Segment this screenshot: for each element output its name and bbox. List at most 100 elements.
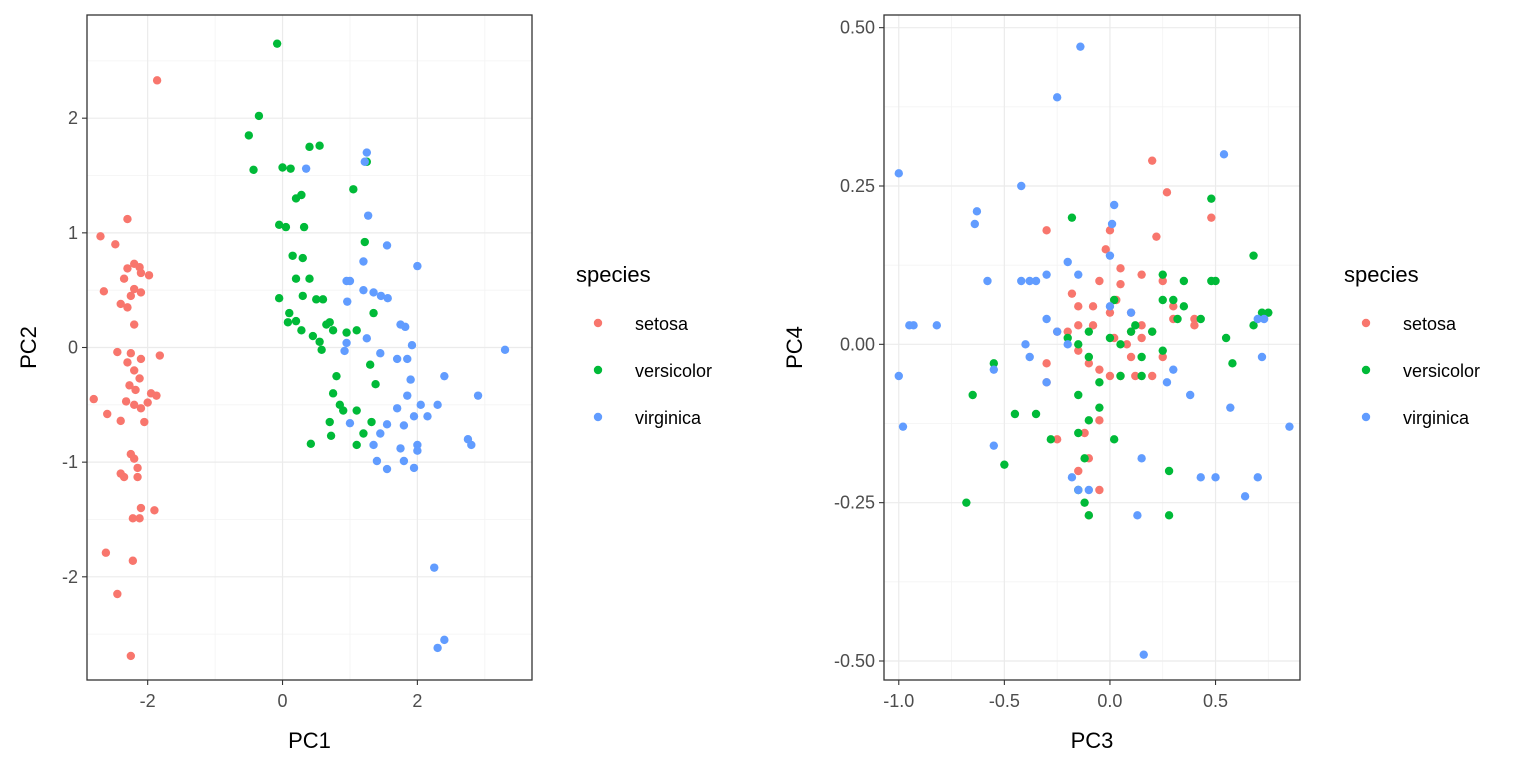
plot-pc3-pc4-legend-label-setosa: setosa: [1403, 314, 1457, 334]
plot-pc3-pc4-point-virginica: [1052, 93, 1062, 102]
plot-pc1-pc2-point-virginica: [413, 261, 422, 271]
plot-pc3-pc4-point-versicolor: [1067, 213, 1077, 222]
plot-pc1-pc2-legend-label-versicolor: versicolor: [635, 361, 712, 381]
plot-pc3-pc4-x-axis-title: PC3: [1071, 728, 1114, 753]
plot-pc3-pc4-point-setosa: [1162, 188, 1172, 197]
plot-pc1-pc2-point-virginica: [383, 293, 392, 303]
plot-pc1-pc2-point-virginica: [345, 418, 355, 428]
plot-pc3-pc4-point-setosa: [1190, 314, 1199, 324]
plot-pc1-pc2-point-versicolor: [328, 326, 338, 335]
plot-pc1-pc2-point-virginica: [340, 346, 349, 356]
plot-pc1-pc2-point-virginica: [362, 334, 372, 343]
plot-pc1-pc2-point-versicolor: [359, 429, 368, 438]
plot-pc1-pc2-point-virginica: [413, 446, 422, 455]
plot-pc1-pc2-legend: species setosa versicolor virginica: [576, 262, 712, 428]
plot-pc1-pc2-point-versicolor: [349, 185, 358, 194]
plot-pc3-pc4-point-setosa: [1067, 289, 1077, 298]
plot-pc1-pc2-point-versicolor: [342, 328, 351, 337]
plot-pc3-pc4-point-versicolor: [1074, 340, 1083, 349]
plot-pc1-pc2-point-virginica: [467, 440, 476, 450]
plot-pc1-pc2-point-virginica: [343, 297, 352, 306]
plot-pc1-pc2-point-setosa: [135, 374, 144, 383]
plot-pc1-pc2-point-versicolor: [298, 291, 307, 301]
plot-pc1-pc2-point-setosa: [129, 320, 139, 329]
plot-pc3-pc4-point-virginica: [894, 169, 903, 178]
plot-pc3-pc4-y-tick-label-m0p25: -0.25: [834, 493, 875, 513]
plot-pc1-pc2-point-versicolor: [305, 142, 314, 152]
plot-pc3-pc4-point-versicolor: [1179, 276, 1189, 286]
plot-pc1-pc2-point-setosa: [123, 264, 132, 273]
plot-pc1-pc2-point-setosa: [123, 358, 132, 367]
plot-pc3-pc4-y-tick-label-0: 0.00: [840, 334, 875, 354]
plot-pc3-pc4-point-virginica: [1107, 219, 1117, 229]
plot-pc1-pc2-point-versicolor: [281, 222, 291, 232]
plot-pc1-pc2-point-virginica: [359, 257, 368, 266]
plot-pc1-pc2-point-versicolor: [298, 253, 307, 263]
plot-pc3-pc4-point-virginica: [970, 219, 980, 229]
plot-pc3-pc4-point-virginica: [932, 321, 941, 330]
plot-pc1-pc2-point-virginica: [399, 456, 409, 466]
plot-pc1-pc2-point-setosa: [133, 472, 142, 482]
plot-pc1-pc2-point-setosa: [128, 556, 138, 565]
plot-pc3-pc4-point-setosa: [1158, 276, 1167, 286]
plot-pc3-pc4-point-setosa: [1080, 428, 1089, 438]
plot-pc1-pc2-point-setosa: [129, 284, 139, 294]
plot-pc3-pc4-point-setosa: [1152, 232, 1161, 241]
plot-pc1-pc2-point-setosa: [126, 349, 136, 358]
plot-pc3-pc4-point-versicolor: [1164, 466, 1174, 476]
plot-pc3-pc4-legend-label-virginica: virginica: [1403, 408, 1470, 428]
plot-pc3-pc4-point-setosa: [1095, 276, 1104, 286]
plot-pc1-pc2-point-setosa: [150, 506, 159, 515]
plot-pc1-pc2-point-virginica: [376, 349, 385, 358]
plot-pc3-pc4-x-tick-label-0: 0.0: [1097, 691, 1122, 711]
plot-pc1-pc2: -2 0 2 -2 -1 0 1 2 PC1 PC2 species setosa versi…: [16, 14, 712, 753]
plot-pc1-pc2-y-ticks: -2 -1 0 1 2: [62, 108, 87, 587]
plot-pc3-pc4-point-versicolor: [1080, 454, 1089, 463]
plot-pc3-pc4-point-versicolor: [1257, 308, 1267, 317]
plot-pc3-pc4-point-setosa: [1084, 359, 1094, 368]
plot-pc3-pc4-point-versicolor: [1264, 308, 1273, 317]
plot-pc1-pc2-point-virginica: [382, 420, 392, 429]
plot-pc3-pc4-point-virginica: [1211, 473, 1220, 482]
plot-pc1-pc2-legend-entries: setosa versicolor virginica: [593, 314, 712, 428]
plot-pc1-pc2-y-axis-title: PC2: [16, 326, 41, 369]
plot-pc3-pc4-point-virginica: [1253, 473, 1262, 482]
plot-pc1-pc2-point-setosa: [125, 381, 134, 390]
plot-pc3-pc4-x-ticks: -1.0 -0.5 0.0 0.5: [883, 680, 1228, 711]
plot-pc3-pc4-point-setosa: [1105, 308, 1115, 317]
plot-pc1-pc2-point-virginica: [433, 400, 442, 410]
plot-pc3-pc4-point-versicolor: [1196, 314, 1205, 324]
plot-pc1-pc2-point-setosa: [123, 214, 132, 224]
plot-pc1-pc2-x-tick-label-2: 2: [412, 691, 422, 711]
plot-pc1-pc2-point-versicolor: [291, 274, 301, 283]
plot-pc1-pc2-point-setosa: [111, 240, 120, 249]
plot-pc3-pc4-point-setosa: [1116, 264, 1125, 273]
plot-pc1-pc2-point-versicolor: [367, 417, 376, 427]
plot-pc3-pc4-point-virginica: [1259, 314, 1269, 324]
plot-pc3-pc4-point-versicolor: [1137, 371, 1146, 381]
plot-pc1-pc2-point-virginica: [403, 354, 412, 364]
plot-pc1-pc2-y-tick-label-m2: -2: [62, 567, 78, 587]
plot-pc1-pc2-point-setosa: [136, 503, 146, 513]
plot-pc1-pc2-point-setosa: [135, 514, 144, 523]
plot-pc3-pc4-point-virginica: [1133, 511, 1142, 520]
plot-pc1-pc2-point-virginica: [409, 412, 419, 421]
plot-pc1-pc2-point-versicolor: [352, 406, 361, 415]
plot-pc3-pc4-point-setosa: [1074, 466, 1083, 476]
plot-pc1-pc2-point-setosa: [101, 548, 111, 557]
plot-pc1-pc2-point-versicolor: [272, 39, 282, 48]
plot-pc3-pc4-legend-key-versicolor: [1361, 365, 1371, 375]
plot-pc3-pc4-point-virginica: [1063, 257, 1072, 267]
plot-pc3-pc4-point-setosa: [1063, 327, 1072, 336]
plot-pc3-pc4-point-setosa: [1074, 321, 1083, 330]
plot-pc3-pc4-legend: species setosa versicolor virginica: [1344, 262, 1480, 428]
plot-pc1-pc2-point-virginica: [407, 341, 417, 350]
plot-pc3-pc4-point-versicolor: [1084, 416, 1094, 425]
plot-pc3-pc4-point-setosa: [1088, 321, 1098, 330]
plot-pc1-pc2-point-versicolor: [308, 331, 318, 341]
plot-pc3-pc4-point-virginica: [1084, 485, 1094, 495]
plot-pc1-pc2-point-setosa: [136, 288, 146, 297]
plot-pc1-pc2-point-versicolor: [283, 318, 293, 327]
plot-pc3-pc4-point-virginica: [1042, 270, 1051, 279]
